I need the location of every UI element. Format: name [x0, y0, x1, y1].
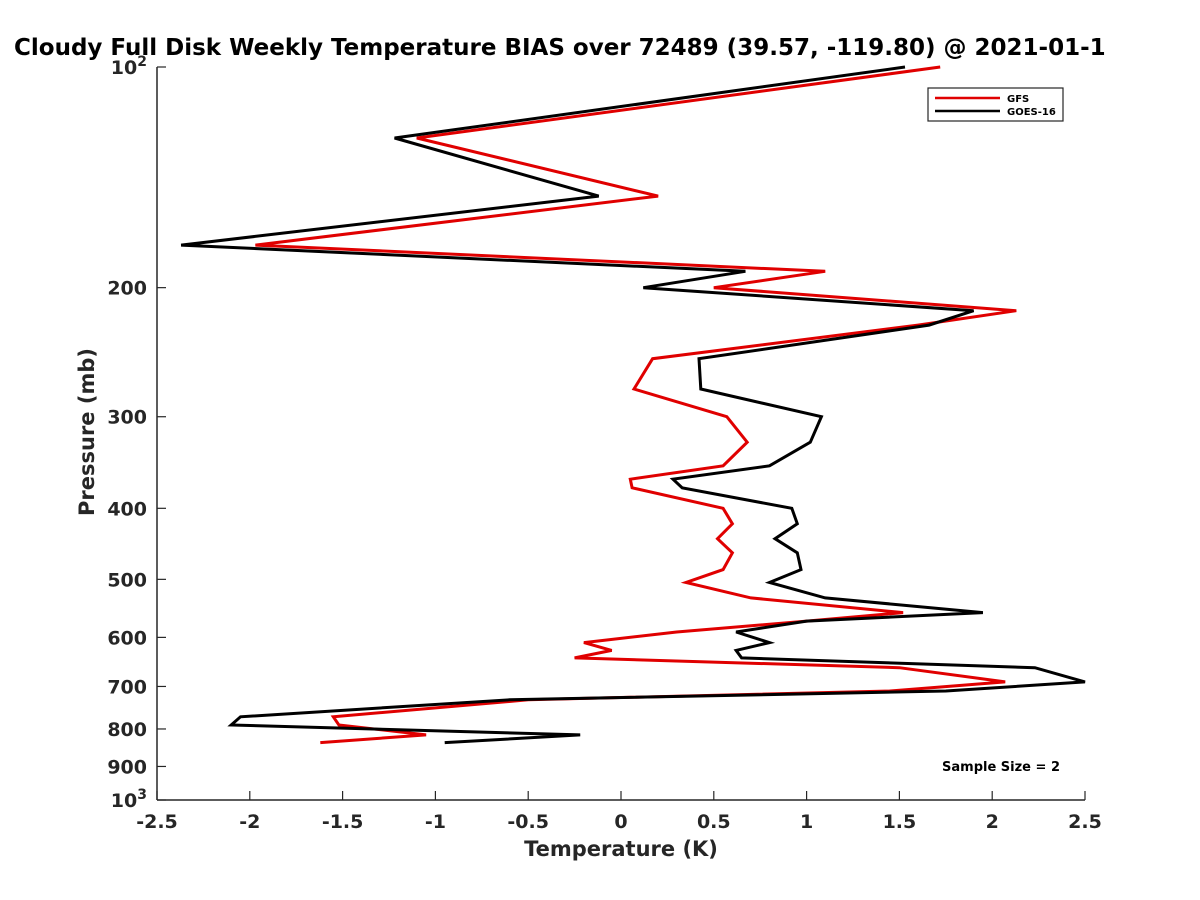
x-tick-label: 1	[800, 811, 813, 833]
x-axis-label: Temperature (K)	[524, 837, 718, 861]
chart-title: Cloudy Full Disk Weekly Temperature BIAS…	[14, 35, 1106, 61]
y-tick-label: 400	[107, 498, 147, 520]
legend-label: GOES-16	[1007, 107, 1056, 118]
x-tick-label: -0.5	[507, 811, 549, 833]
series-line-gfs	[255, 65, 1017, 745]
y-axis-label: Pressure (mb)	[75, 348, 99, 516]
series-line-goes-16	[180, 65, 1086, 745]
sample-size-annotation: Sample Size = 2	[942, 760, 1060, 775]
x-axis: -2.5 -2 -1.5 -1 -0.5 0 0.5 1 1.5 2 2.5	[136, 791, 1102, 833]
x-tick-label: 0	[614, 811, 627, 833]
x-tick-label: -1.5	[322, 811, 364, 833]
y-tick-label: 102	[111, 54, 147, 79]
legend-label: GFS	[1007, 94, 1029, 105]
x-tick-label: -2	[239, 811, 260, 833]
x-tick-label: 2	[986, 811, 999, 833]
series-layer	[180, 65, 1086, 745]
legend-box	[927, 87, 1064, 122]
y-tick-label: 500	[107, 569, 147, 591]
y-tick-label: 700	[107, 676, 147, 698]
x-tick-label: 0.5	[697, 811, 731, 833]
y-tick-label: 800	[107, 719, 147, 741]
y-axis: 102 200 300 400 500 600 700 800 900 103	[107, 54, 166, 812]
x-tick-label: -1	[425, 811, 446, 833]
x-tick-label: 1.5	[883, 811, 917, 833]
y-tick-label: 900	[107, 756, 147, 778]
x-tick-label: -2.5	[136, 811, 178, 833]
y-tick-label: 300	[107, 407, 147, 429]
y-tick-label: 600	[107, 627, 147, 649]
y-tick-label: 200	[107, 278, 147, 300]
x-tick-label: 2.5	[1068, 811, 1102, 833]
y-tick-label: 103	[111, 787, 147, 812]
legend: GFS GOES-16	[927, 87, 1064, 122]
